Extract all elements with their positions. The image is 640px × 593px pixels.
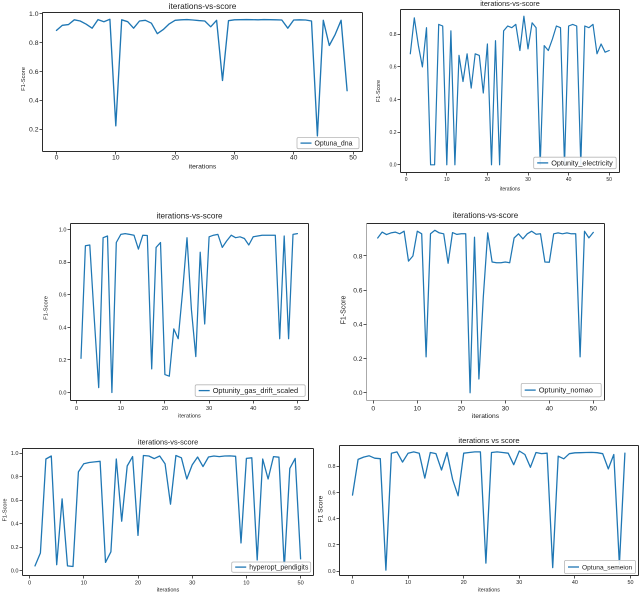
svg-text:20: 20	[485, 177, 491, 183]
svg-text:0.4: 0.4	[59, 325, 67, 331]
svg-text:10: 10	[112, 155, 120, 162]
svg-text:iterations vs score: iterations vs score	[458, 436, 519, 445]
svg-text:0.6: 0.6	[328, 490, 336, 496]
svg-text:0.2: 0.2	[353, 356, 363, 363]
svg-text:iterations-vs-score: iterations-vs-score	[453, 211, 519, 220]
svg-text:20: 20	[135, 581, 141, 587]
svg-text:0.6: 0.6	[353, 288, 363, 295]
svg-text:40: 40	[250, 406, 256, 412]
svg-text:iterations: iterations	[472, 413, 500, 420]
svg-text:0.0: 0.0	[328, 569, 336, 575]
svg-text:0.0: 0.0	[353, 390, 363, 397]
svg-text:0.6: 0.6	[59, 293, 67, 299]
svg-text:iterations-vs-score: iterations-vs-score	[480, 0, 540, 8]
svg-text:30: 30	[231, 155, 239, 162]
svg-text:1.0: 1.0	[59, 228, 67, 234]
svg-text:0.2: 0.2	[59, 358, 67, 364]
svg-text:50: 50	[628, 580, 634, 586]
svg-text:0.2: 0.2	[11, 545, 19, 551]
svg-text:iterations-vs-score: iterations-vs-score	[138, 438, 198, 447]
svg-text:30: 30	[525, 177, 531, 183]
svg-text:40: 40	[566, 177, 572, 183]
svg-text:iterations: iterations	[178, 414, 201, 420]
svg-text:0.0: 0.0	[11, 569, 19, 575]
svg-text:0.6: 0.6	[390, 65, 397, 71]
svg-text:iterations: iterations	[478, 587, 500, 593]
svg-text:30: 30	[206, 406, 212, 412]
svg-text:F1-Score: F1-Score	[376, 80, 382, 102]
svg-text:40: 40	[546, 405, 554, 412]
svg-text:iterations: iterations	[189, 164, 217, 171]
svg-text:F1-Score: F1-Score	[44, 296, 50, 320]
svg-text:Optunity_nomao: Optunity_nomao	[539, 386, 593, 395]
svg-text:F1-Score: F1-Score	[3, 498, 9, 521]
svg-text:0: 0	[75, 406, 78, 412]
svg-text:F1-Score: F1-Score	[21, 67, 27, 91]
svg-text:0.8: 0.8	[390, 32, 397, 38]
svg-text:0.4: 0.4	[328, 517, 336, 523]
svg-text:50: 50	[349, 155, 357, 162]
svg-text:0.4: 0.4	[29, 98, 39, 105]
svg-text:20: 20	[171, 155, 179, 162]
svg-text:Optunity_gas_drift_scaled: Optunity_gas_drift_scaled	[213, 386, 298, 395]
svg-text:30: 30	[189, 581, 195, 587]
svg-text:F1 Score: F1 Score	[318, 495, 325, 522]
svg-text:0.8: 0.8	[59, 260, 67, 266]
svg-text:50: 50	[294, 406, 300, 412]
svg-text:30: 30	[516, 580, 522, 586]
svg-text:0.2: 0.2	[29, 126, 39, 133]
svg-text:40: 40	[290, 155, 298, 162]
svg-text:10: 10	[243, 581, 249, 587]
svg-text:F1-Score: F1-Score	[341, 296, 348, 325]
svg-text:0: 0	[28, 581, 31, 587]
svg-text:Optuna_semeion: Optuna_semeion	[582, 564, 633, 571]
svg-text:Optunity_electricity: Optunity_electricity	[551, 159, 613, 168]
svg-text:0: 0	[405, 177, 408, 183]
svg-text:10: 10	[405, 580, 411, 586]
svg-text:1.0: 1.0	[29, 11, 39, 18]
svg-text:20: 20	[458, 405, 466, 412]
svg-text:Optuna_dna: Optuna_dna	[315, 141, 353, 148]
svg-text:0.4: 0.4	[353, 322, 363, 329]
svg-text:0.0: 0.0	[59, 391, 67, 397]
svg-text:20: 20	[461, 580, 467, 586]
svg-text:0.8: 0.8	[353, 253, 363, 260]
svg-text:0: 0	[351, 580, 354, 586]
svg-text:0.2: 0.2	[390, 130, 397, 136]
svg-text:10: 10	[444, 177, 450, 183]
svg-text:1.0: 1.0	[11, 451, 19, 457]
svg-text:30: 30	[502, 405, 510, 412]
svg-text:50: 50	[606, 177, 612, 183]
svg-text:0.4: 0.4	[11, 522, 19, 528]
svg-text:0.8: 0.8	[11, 475, 19, 481]
svg-text:50: 50	[297, 581, 303, 587]
svg-text:0.8: 0.8	[328, 464, 336, 470]
svg-text:0: 0	[55, 155, 59, 162]
svg-text:40: 40	[572, 580, 578, 586]
svg-text:0: 0	[371, 405, 375, 412]
svg-text:0.2: 0.2	[328, 543, 336, 549]
svg-text:iterations: iterations	[500, 187, 521, 193]
svg-text:iterations-vs-score: iterations-vs-score	[156, 212, 223, 221]
svg-text:10: 10	[81, 581, 87, 587]
svg-text:0.6: 0.6	[11, 498, 19, 504]
svg-text:50: 50	[590, 405, 598, 412]
svg-text:20: 20	[162, 406, 168, 412]
svg-text:0.0: 0.0	[390, 163, 397, 169]
svg-text:0.4: 0.4	[390, 97, 397, 103]
svg-text:iterations-vs-score: iterations-vs-score	[169, 1, 237, 11]
svg-text:10: 10	[414, 405, 422, 412]
svg-text:iterations: iterations	[157, 587, 180, 593]
svg-text:0.6: 0.6	[29, 69, 39, 76]
svg-text:10: 10	[118, 406, 124, 412]
svg-text:hyperopt_pendigits: hyperopt_pendigits	[249, 565, 309, 572]
svg-text:0.8: 0.8	[29, 40, 39, 47]
